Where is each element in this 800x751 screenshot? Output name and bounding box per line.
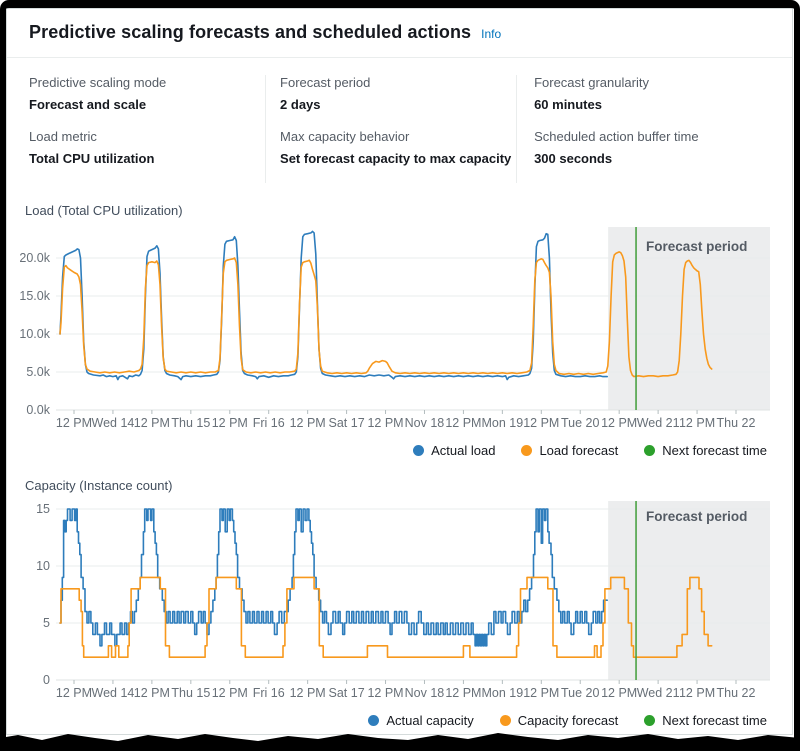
svg-text:5: 5 xyxy=(43,616,50,630)
summary-column-1: Predictive scaling mode Forecast and sca… xyxy=(29,75,265,183)
field-label: Load metric xyxy=(29,129,97,144)
legend-item-load-forecast[interactable]: Load forecast xyxy=(521,443,618,458)
legend-dot-next-forecast-time xyxy=(644,444,656,456)
field-label: Max capacity behavior xyxy=(280,129,410,144)
legend-label: Actual capacity xyxy=(386,712,474,728)
field-label: Scheduled action buffer time xyxy=(534,129,699,144)
legend-label: Next forecast time xyxy=(662,712,767,728)
svg-text:12 PM: 12 PM xyxy=(290,416,326,430)
svg-text:12 PM: 12 PM xyxy=(367,416,403,430)
svg-text:12 PM: 12 PM xyxy=(212,686,248,700)
summary-column-2: Forecast period 2 days Max capacity beha… xyxy=(265,75,516,183)
svg-text:Nov 18: Nov 18 xyxy=(405,416,445,430)
legend-dot-capacity-forecast xyxy=(499,714,511,726)
legend-item-actual-capacity[interactable]: Actual capacity xyxy=(368,712,474,728)
field-value: Set forecast capacity to max capacity xyxy=(280,151,512,166)
field-forecast-period: Forecast period 2 days xyxy=(280,75,516,112)
field-label: Forecast granularity xyxy=(534,75,649,90)
svg-text:12 PM: 12 PM xyxy=(290,686,326,700)
svg-text:Wed 14: Wed 14 xyxy=(92,416,135,430)
svg-text:Wed 21: Wed 21 xyxy=(637,416,680,430)
svg-text:10.0k: 10.0k xyxy=(19,327,50,341)
field-value: 60 minutes xyxy=(534,97,602,112)
svg-text:12 PM: 12 PM xyxy=(134,686,170,700)
field-predictive-scaling-mode: Predictive scaling mode Forecast and sca… xyxy=(29,75,265,112)
svg-text:Sat 17: Sat 17 xyxy=(329,416,365,430)
svg-text:Wed 21: Wed 21 xyxy=(637,686,680,700)
svg-text:Tue 20: Tue 20 xyxy=(561,686,600,700)
svg-text:Thu 15: Thu 15 xyxy=(171,416,210,430)
svg-text:Nov 18: Nov 18 xyxy=(405,686,445,700)
field-forecast-granularity: Forecast granularity 60 minutes xyxy=(534,75,776,112)
predictive-scaling-panel: Predictive scaling forecasts and schedul… xyxy=(6,8,793,735)
settings-summary: Predictive scaling mode Forecast and sca… xyxy=(29,59,776,183)
svg-text:Sat 17: Sat 17 xyxy=(329,686,365,700)
legend-item-next-forecast-time[interactable]: Next forecast time xyxy=(644,443,767,458)
svg-text:12 PM: 12 PM xyxy=(601,686,637,700)
legend-dot-actual-load xyxy=(413,444,425,456)
legend-dot-load-forecast xyxy=(521,444,533,456)
page-title: Predictive scaling forecasts and schedul… xyxy=(29,22,472,42)
svg-text:Forecast period: Forecast period xyxy=(646,509,747,524)
svg-text:12 PM: 12 PM xyxy=(134,416,170,430)
field-value: 300 seconds xyxy=(534,151,613,166)
load-chart-title: Load (Total CPU utilization) xyxy=(25,203,183,218)
svg-text:20.0k: 20.0k xyxy=(19,251,50,265)
svg-text:12 PM: 12 PM xyxy=(679,686,715,700)
legend-label: Next forecast time xyxy=(662,442,767,458)
svg-text:15: 15 xyxy=(36,502,50,516)
legend-dot-next-forecast-time xyxy=(644,714,656,726)
svg-text:12 PM: 12 PM xyxy=(523,416,559,430)
field-label: Predictive scaling mode xyxy=(29,75,167,90)
svg-text:Mon 19: Mon 19 xyxy=(482,416,524,430)
field-scheduled-action-buffer-time: Scheduled action buffer time 300 seconds xyxy=(534,129,776,166)
legend-label: Actual load xyxy=(431,442,496,458)
svg-text:12 PM: 12 PM xyxy=(523,686,559,700)
svg-text:0: 0 xyxy=(43,673,50,687)
svg-text:Thu 22: Thu 22 xyxy=(717,686,756,700)
capacity-chart-legend: Actual capacity Capacity forecast Next f… xyxy=(368,712,767,728)
capacity-chart-title: Capacity (Instance count) xyxy=(25,478,173,493)
summary-column-3: Forecast granularity 60 minutes Schedule… xyxy=(516,75,776,183)
svg-text:12 PM: 12 PM xyxy=(56,686,92,700)
svg-text:Thu 22: Thu 22 xyxy=(717,416,756,430)
svg-text:12 PM: 12 PM xyxy=(679,416,715,430)
field-value: Total CPU utilization xyxy=(29,151,155,166)
field-value: Forecast and scale xyxy=(29,97,147,112)
svg-text:Wed 14: Wed 14 xyxy=(92,686,135,700)
svg-text:10: 10 xyxy=(36,559,50,573)
info-link[interactable]: Info xyxy=(481,27,502,41)
svg-text:Thu 15: Thu 15 xyxy=(171,686,210,700)
svg-text:Fri 16: Fri 16 xyxy=(253,416,285,430)
field-max-capacity-behavior: Max capacity behavior Set forecast capac… xyxy=(280,129,516,166)
svg-text:Mon 19: Mon 19 xyxy=(482,686,524,700)
legend-item-actual-load[interactable]: Actual load xyxy=(413,443,495,458)
svg-text:Tue 20: Tue 20 xyxy=(561,416,600,430)
field-load-metric: Load metric Total CPU utilization xyxy=(29,129,265,166)
svg-text:12 PM: 12 PM xyxy=(56,416,92,430)
panel-header: Predictive scaling forecasts and schedul… xyxy=(7,9,792,58)
legend-dot-actual-capacity xyxy=(368,714,380,726)
legend-label: Capacity forecast xyxy=(517,712,619,728)
svg-text:12 PM: 12 PM xyxy=(445,416,481,430)
svg-text:Forecast period: Forecast period xyxy=(646,239,747,254)
svg-text:0.0k: 0.0k xyxy=(26,403,50,417)
svg-text:Fri 16: Fri 16 xyxy=(253,686,285,700)
legend-label: Load forecast xyxy=(539,442,619,458)
legend-item-capacity-forecast[interactable]: Capacity forecast xyxy=(499,712,619,728)
svg-text:15.0k: 15.0k xyxy=(19,289,50,303)
svg-text:12 PM: 12 PM xyxy=(212,416,248,430)
legend-item-next-forecast-time[interactable]: Next forecast time xyxy=(644,713,767,728)
field-label: Forecast period xyxy=(280,75,371,90)
svg-text:5.0k: 5.0k xyxy=(26,365,50,379)
field-value: 2 days xyxy=(280,97,321,112)
svg-text:12 PM: 12 PM xyxy=(445,686,481,700)
svg-text:12 PM: 12 PM xyxy=(601,416,637,430)
load-chart-legend: Actual load Load forecast Next forecast … xyxy=(413,442,767,458)
svg-text:12 PM: 12 PM xyxy=(367,686,403,700)
